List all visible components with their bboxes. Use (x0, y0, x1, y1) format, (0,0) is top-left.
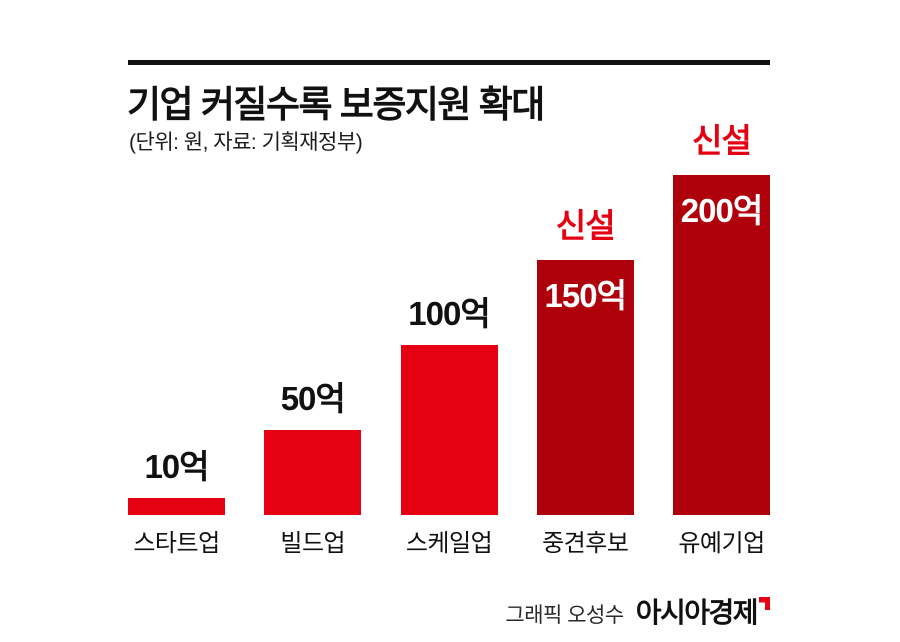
category-label: 빌드업 (280, 530, 346, 557)
bar-value-label: 200억 (680, 192, 763, 229)
category-label: 스케일업 (405, 530, 493, 557)
brand-mark-icon (759, 597, 770, 610)
top-rule (128, 60, 770, 65)
category-label: 유예기업 (678, 530, 765, 557)
bar-column: 신설 200억 (673, 114, 770, 515)
chart-title: 기업 커질수록 보증지원 확대 (127, 84, 545, 125)
bar: 150억 (536, 260, 634, 515)
bar (128, 498, 225, 515)
graphic-credit: 그래픽 오성수 (505, 604, 624, 627)
brand-logo: 아시아경제 (636, 591, 770, 631)
category-axis: 스타트업 빌드업 스케일업 중견후보 유예기업 (128, 523, 770, 558)
bar-value-label: 50억 (280, 380, 346, 417)
bar-value-label: 150억 (544, 277, 627, 314)
chart-subtitle: (단위: 원, 자료: 기획재정부) (129, 131, 363, 154)
bar (400, 345, 498, 515)
new-item-badge: 신설 (555, 207, 616, 244)
bar-value-label: 10억 (144, 448, 209, 485)
bar: 200억 (673, 175, 770, 515)
bar-value-label: 100억 (408, 295, 490, 332)
brand-name: 아시아경제 (635, 597, 759, 628)
footer-credit-row: 그래픽 오성수 아시아경제 (505, 591, 770, 631)
bar-column: 10억 (128, 440, 225, 515)
bar-column: 100억 (400, 287, 498, 515)
new-item-badge: 신설 (692, 122, 752, 159)
category-label: 중견후보 (542, 530, 629, 557)
bar-column: 신설 150억 (536, 199, 634, 515)
bar-chart: 10억 50억 100억 신설 150억 신설 200억 (128, 122, 770, 515)
bar (264, 430, 362, 515)
bar-column: 50억 (264, 372, 362, 515)
category-label: 스타트업 (133, 530, 220, 557)
